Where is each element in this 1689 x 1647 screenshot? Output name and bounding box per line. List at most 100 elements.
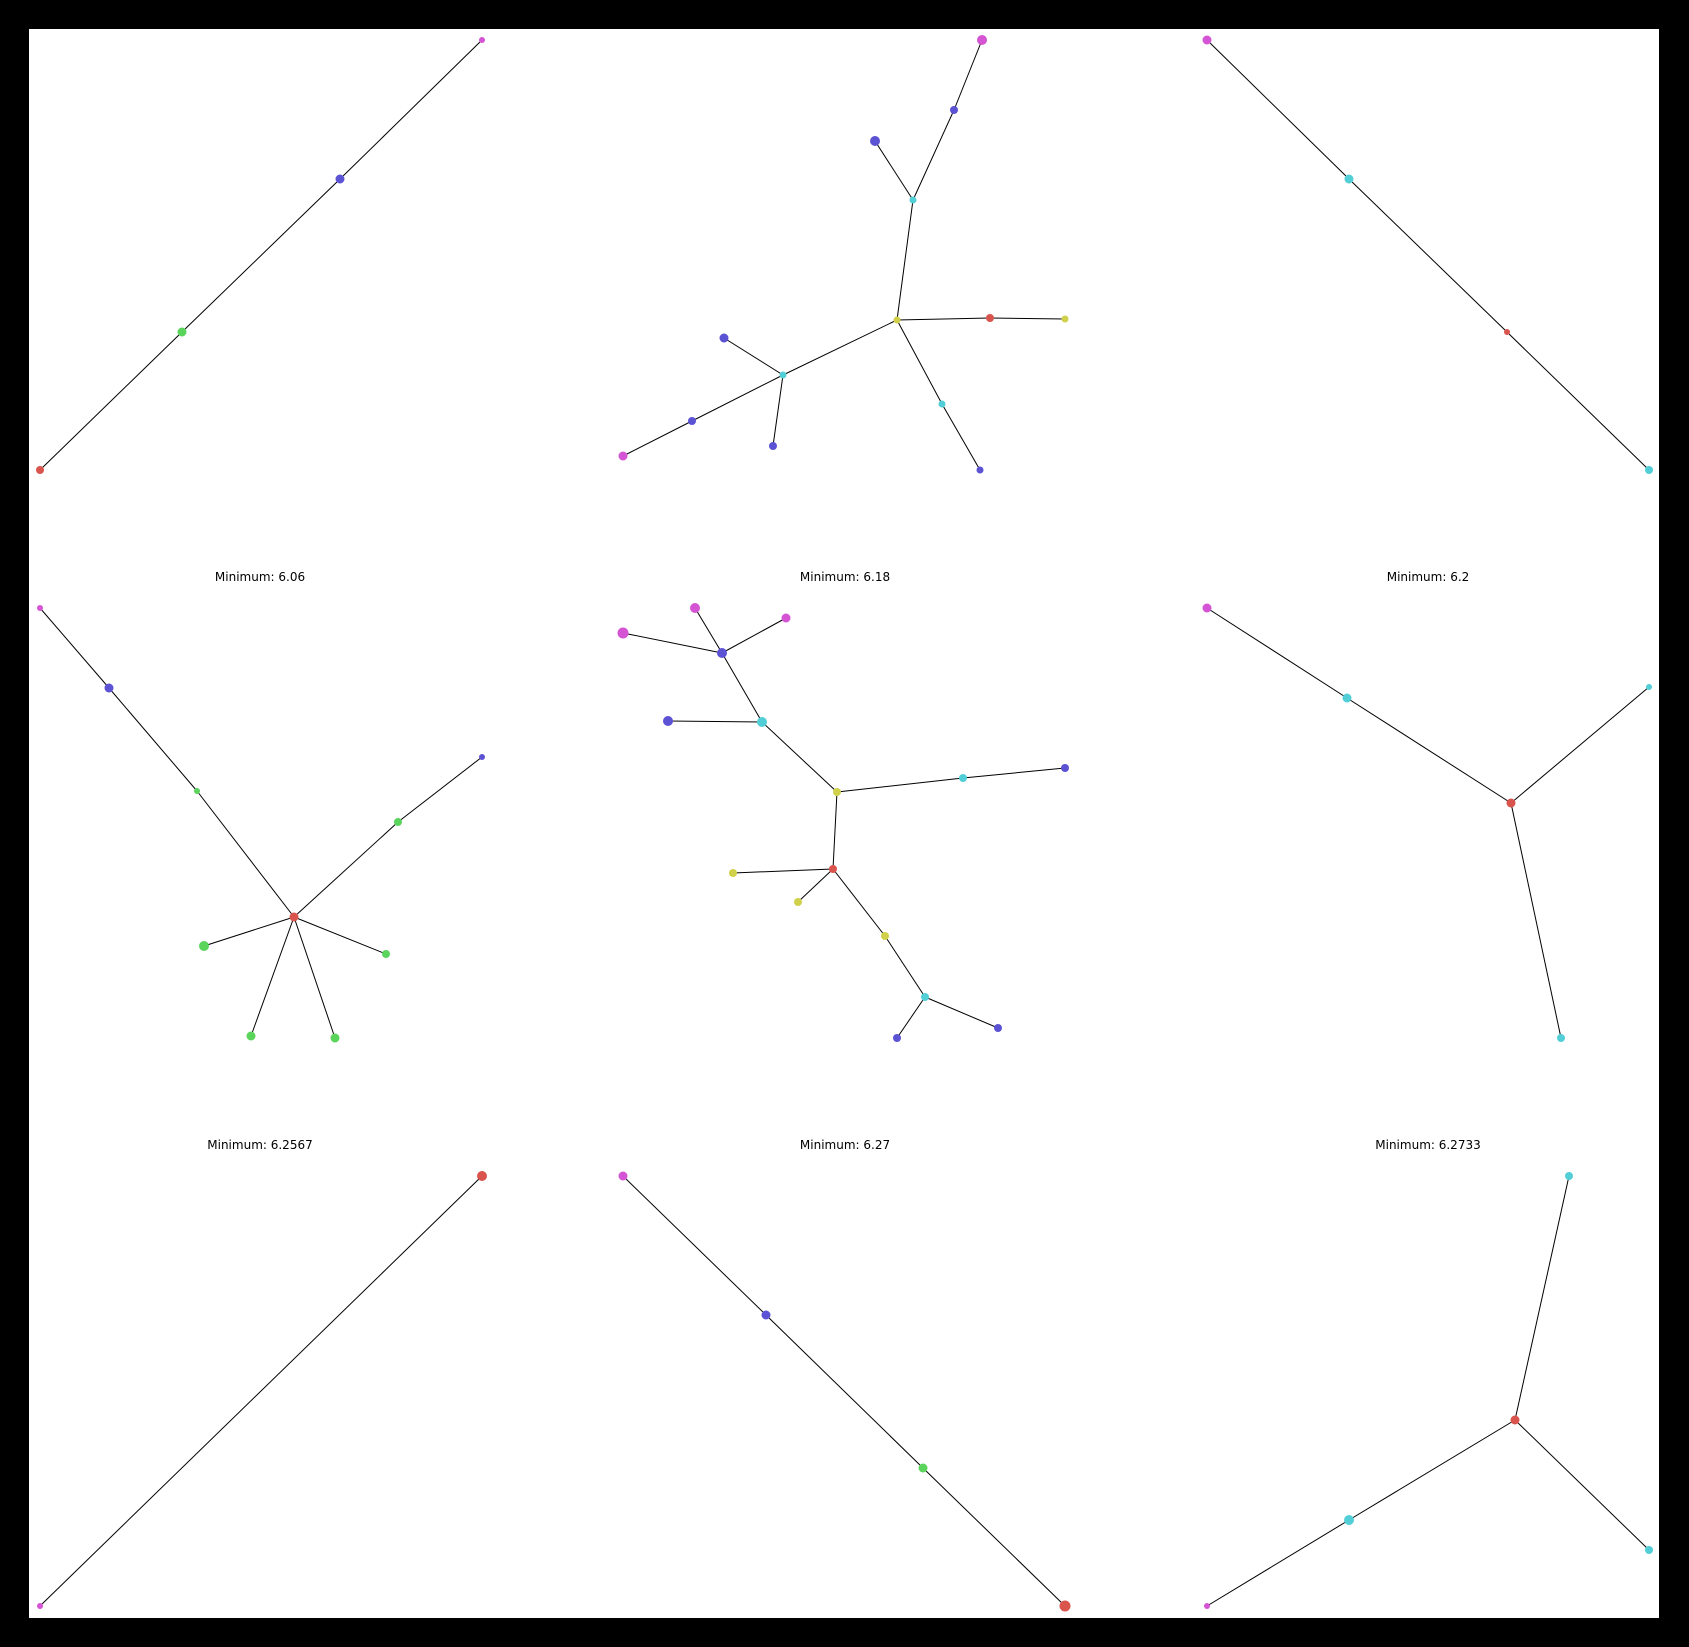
- graph-edge: [1514, 1175, 1570, 1421]
- graph-panel: [618, 35, 1069, 474]
- graph-edge: [293, 821, 399, 918]
- panel-title: Minimum: 6.18: [800, 570, 890, 584]
- graph-node: [870, 136, 880, 146]
- graph-edge: [694, 607, 723, 654]
- graph-node: [37, 605, 43, 611]
- panel-title: Minimum: 6.2567: [207, 1138, 312, 1152]
- graph-node: [833, 788, 841, 796]
- graph-edge: [1348, 178, 1508, 333]
- graph-edge: [922, 1467, 1066, 1607]
- graph-panel: Minimum: 6.18: [617, 570, 1069, 1042]
- graph-panel: Minimum: 6.06: [37, 570, 485, 1043]
- graph-node: [1059, 1600, 1071, 1612]
- graph-edge: [39, 331, 183, 471]
- graph-node: [1557, 1034, 1565, 1042]
- graph-node: [1504, 329, 1510, 335]
- graph-edge: [203, 916, 295, 947]
- graph-node: [199, 941, 209, 951]
- graph-node: [1565, 1172, 1573, 1180]
- graph-node: [382, 950, 390, 958]
- graph-node: [104, 683, 114, 693]
- graph-edge: [1206, 607, 1348, 699]
- graph-edge: [874, 140, 914, 201]
- graph-edge: [1206, 1519, 1350, 1607]
- graph-node: [1061, 315, 1069, 323]
- graph-node: [994, 1024, 1002, 1032]
- graph-edge: [1510, 802, 1562, 1039]
- graph-edge: [765, 1314, 924, 1469]
- graph-edge: [1346, 697, 1512, 804]
- graph-node: [717, 648, 727, 658]
- graph-node: [477, 1171, 487, 1181]
- graph-node: [976, 466, 984, 474]
- graph-edge: [832, 868, 886, 937]
- graph-edge: [989, 317, 1066, 320]
- graph-node: [1344, 1515, 1354, 1525]
- graph-node: [909, 196, 917, 204]
- graph-node: [335, 174, 345, 184]
- graph-edge: [797, 868, 834, 903]
- graph-node: [688, 417, 696, 425]
- graph-node: [663, 716, 673, 726]
- graph-node: [893, 1034, 901, 1042]
- graph-panel: Minimum: 6.2733: [1204, 1138, 1653, 1609]
- graph-node: [1645, 466, 1653, 474]
- panel-title: Minimum: 6.27: [800, 1138, 890, 1152]
- graph-edge: [723, 337, 784, 376]
- graph-edge: [1510, 686, 1650, 804]
- graph-edge: [39, 607, 110, 689]
- graph-edge: [953, 39, 983, 111]
- graph-node: [37, 1603, 43, 1609]
- graph-edge: [761, 721, 838, 793]
- graph-node: [618, 1171, 628, 1181]
- graph-edge: [1506, 331, 1650, 471]
- graph-edge: [39, 1175, 483, 1607]
- graph-node: [1204, 1603, 1210, 1609]
- graph-panel: Minimum: 6.2567: [37, 1138, 487, 1609]
- graph-node: [479, 754, 485, 760]
- graph-node: [918, 1463, 928, 1473]
- graph-node: [950, 106, 958, 114]
- graph-node: [1202, 603, 1212, 613]
- graph-node: [289, 912, 299, 922]
- graph-edge: [293, 916, 336, 1039]
- graph-edge: [782, 319, 898, 376]
- graph-edge: [196, 790, 295, 918]
- graph-edge: [732, 868, 834, 874]
- graph-node: [618, 451, 628, 461]
- graph-node: [781, 613, 791, 623]
- graph-edge: [181, 178, 341, 333]
- panel-title: Minimum: 6.2: [1387, 570, 1470, 584]
- graph-edge: [962, 767, 1066, 779]
- graph-node: [977, 35, 987, 45]
- graph-edge: [1348, 1419, 1516, 1521]
- graph-edge: [691, 374, 784, 422]
- graph-node: [769, 442, 777, 450]
- graph-edge: [339, 39, 483, 180]
- graph-node: [921, 993, 929, 1001]
- graph-node: [394, 818, 402, 826]
- graph-node: [330, 1033, 340, 1043]
- graph-edge: [896, 199, 914, 321]
- graph-node: [986, 314, 994, 322]
- graph-edge: [941, 403, 981, 471]
- graph-node: [761, 1310, 771, 1320]
- graph-node: [719, 333, 729, 343]
- graph-node: [1506, 798, 1516, 808]
- graph-node: [194, 788, 200, 794]
- graph-edge: [108, 687, 198, 792]
- graph-panel: [36, 37, 485, 474]
- graph-node: [959, 774, 967, 782]
- graph-node: [617, 627, 629, 639]
- graph-edge: [250, 916, 295, 1037]
- graph-node: [893, 316, 901, 324]
- graph-panel: Minimum: 6.2: [1202, 570, 1652, 1042]
- graph-node: [1645, 1546, 1653, 1554]
- graph-edge: [1514, 1419, 1650, 1551]
- graph-node: [690, 603, 700, 613]
- graph-edge: [667, 720, 763, 723]
- graph-node: [1344, 174, 1354, 184]
- graph-node: [881, 932, 889, 940]
- graph-edge: [924, 996, 999, 1029]
- graph-edge: [622, 420, 693, 457]
